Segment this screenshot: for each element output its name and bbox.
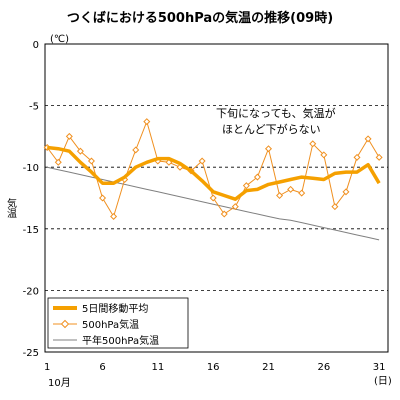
chart-title: つくばにおける500hPaの気温の推移(09時) [67,10,333,26]
data-point-marker [209,194,217,202]
plot-area [44,43,389,353]
y-tick-label: -20 [23,286,39,297]
data-point-marker [110,212,118,220]
data-point-marker [309,140,317,148]
x-tick-label: 21 [262,362,275,373]
x-tick-label: 6 [99,362,105,373]
x-unit-label: (日) [374,376,392,387]
annotation-line-1: 下旬になっても、気温が [216,106,336,120]
month-label: 10月 [48,377,71,389]
x-tick-label: 31 [373,362,386,373]
legend-label-moving-avg: 5日間移動平均 [82,302,148,315]
data-point-marker [231,203,239,211]
y-tick-label: -10 [23,163,39,174]
y-tick-label: -5 [29,102,39,113]
data-point-marker [276,192,284,200]
data-point-marker [242,182,250,190]
y-unit-label: (℃) [50,34,69,45]
x-tick-label: 16 [207,362,220,373]
data-point-marker [375,153,383,161]
y-tick-labels: 0 -5 -10 -15 -20 -25 [23,40,39,359]
data-point-marker [99,194,107,202]
x-tick-label: 11 [151,362,164,373]
data-point-marker [331,203,339,211]
data-point-marker [298,189,306,197]
data-point-marker [364,135,372,143]
y-tick-label: -15 [23,225,39,236]
data-point-marker [287,185,295,193]
x-tick-label: 1 [44,362,50,373]
annotation-line-2: ほとんど下がらない [222,122,321,136]
legend: 5日間移動平均 500hPa気温 平年500hPa気温 [47,297,189,349]
x-tick-labels: 1 6 11 16 21 26 31 [44,362,385,373]
data-point-marker [87,157,95,165]
series-line-0 [47,145,381,201]
y-tick-label: -25 [23,348,39,359]
series-layer [43,118,383,241]
data-point-marker [353,153,361,161]
data-point-marker [54,158,62,166]
data-point-marker [264,145,273,153]
y-tick-label: 0 [33,40,39,51]
data-point-marker [320,151,328,159]
data-point-marker [342,188,350,196]
data-point-marker [65,132,73,140]
data-point-marker [253,173,261,181]
data-point-marker [143,118,151,126]
data-point-marker [198,157,206,165]
x-tick-label: 26 [317,362,330,373]
data-point-marker [132,146,140,154]
legend-label-normal: 平年500hPa気温 [82,334,159,347]
data-point-marker [220,210,228,218]
series-line-1 [46,121,380,217]
legend-swatch-temp-marker [60,319,70,329]
data-point-marker [76,147,84,155]
series-line-2 [47,166,380,241]
y-axis-label: 気温 [5,197,17,218]
legend-label-temperature: 500hPa気温 [82,318,139,331]
